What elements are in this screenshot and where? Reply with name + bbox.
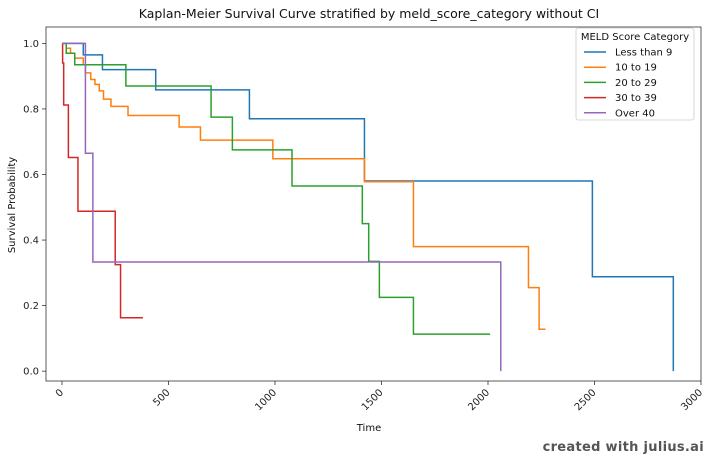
x-axis-label: Time <box>356 423 381 434</box>
legend-label-1: Less than 9 <box>615 48 672 59</box>
x-axis: 0 500 1000 1500 2000 2500 3000 <box>54 381 705 413</box>
x-tick-label: 3000 <box>679 387 705 413</box>
series-line-3 <box>61 42 491 335</box>
legend-title: MELD Score Category <box>581 32 689 43</box>
watermark: created with julius.ai <box>542 440 704 455</box>
x-tick-label: 2000 <box>466 387 492 413</box>
y-tick-label: 0.8 <box>23 104 39 115</box>
y-tick-label: 0.6 <box>23 170 39 181</box>
chart-title: Kaplan-Meier Survival Curve stratified b… <box>139 6 599 21</box>
x-tick-label: 0 <box>54 387 66 399</box>
series-line-2 <box>61 42 546 330</box>
x-tick-label: 2500 <box>573 387 599 413</box>
legend-label-3: 20 to 29 <box>615 78 657 89</box>
legend-label-5: Over 40 <box>615 108 655 119</box>
y-axis-label: Survival Probability <box>7 157 18 253</box>
y-tick-label: 0.4 <box>23 236 39 247</box>
legend-label-4: 30 to 39 <box>615 93 657 104</box>
y-tick-label: 0.2 <box>23 301 39 312</box>
series-line-1 <box>61 42 675 372</box>
series-group <box>61 42 675 372</box>
series-line-5 <box>61 42 502 372</box>
series-line-4 <box>61 42 143 319</box>
x-tick-label: 1000 <box>253 387 279 413</box>
legend: MELD Score Category Less than 9 10 to 19 20… <box>575 27 695 121</box>
y-axis: 0.0 0.2 0.4 0.6 0.8 1.0 <box>23 39 46 378</box>
legend-label-2: 10 to 19 <box>615 63 657 74</box>
x-tick-label: 1500 <box>360 387 386 413</box>
y-tick-label: 1.0 <box>23 39 39 50</box>
x-tick-label: 500 <box>151 387 172 408</box>
y-tick-label: 0.0 <box>23 367 39 378</box>
